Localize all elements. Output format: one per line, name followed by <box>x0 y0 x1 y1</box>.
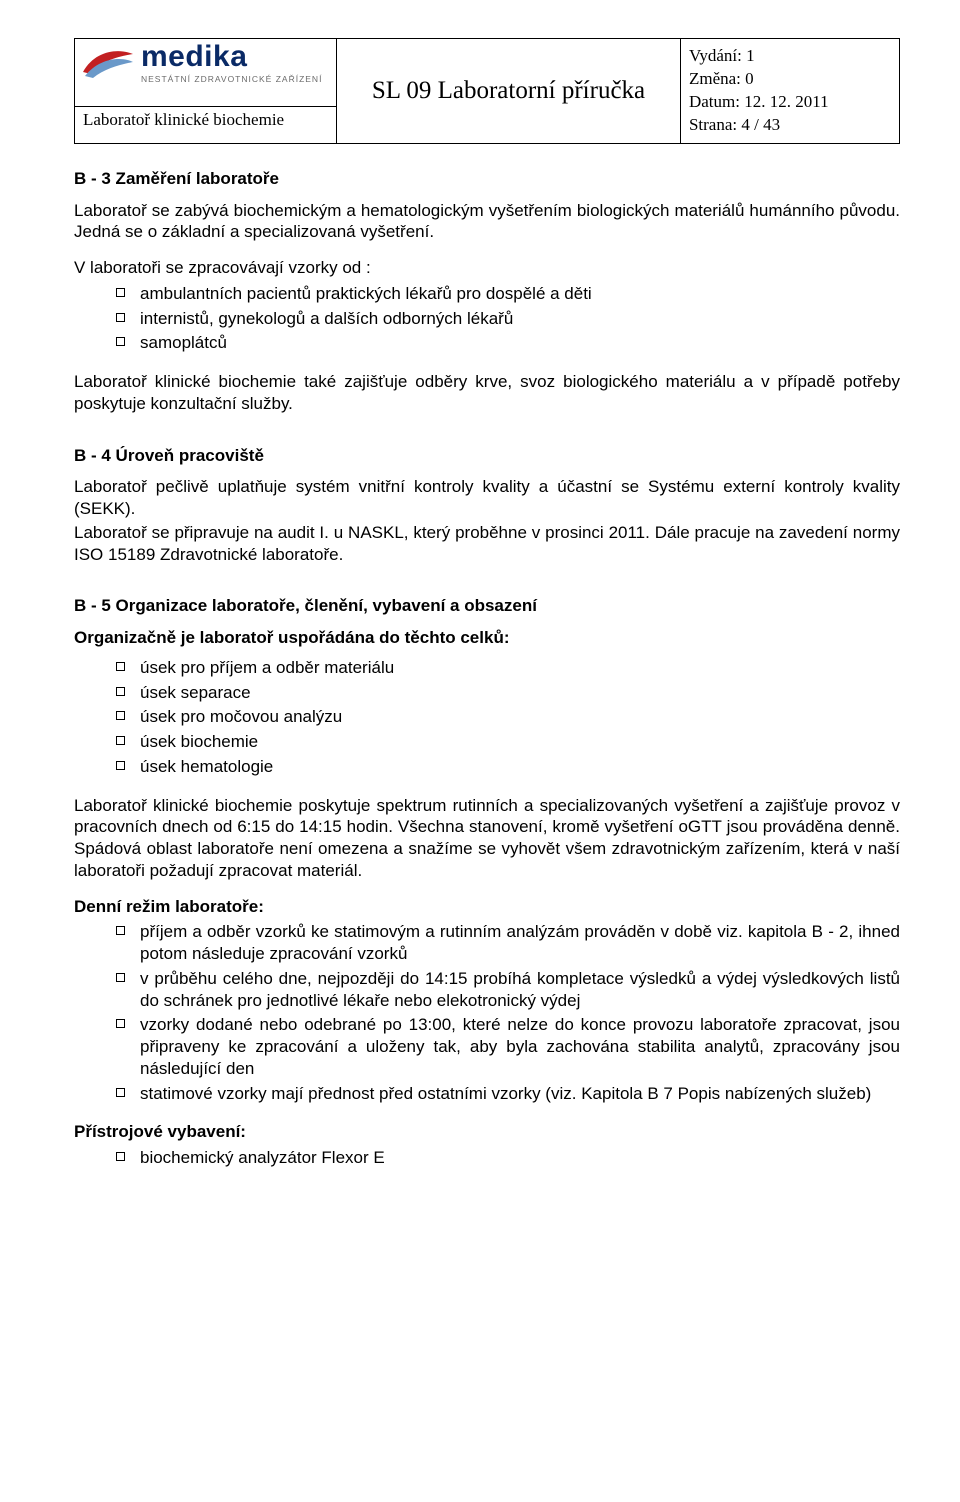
meta-vydani: Vydání: 1 <box>689 45 891 68</box>
meta-value: 0 <box>745 69 754 88</box>
list-item: v průběhu celého dne, nejpozději do 14:1… <box>116 968 900 1015</box>
bullet-list-b5a: úsek pro příjem a odběr materiálu úsek s… <box>74 657 900 781</box>
list-item: příjem a odběr vzorků ke statimovým a ru… <box>116 921 900 968</box>
document-title: SL 09 Laboratorní příručka <box>337 39 681 144</box>
logo-swoosh-icon <box>81 44 135 82</box>
list-item: biochemický analyzátor Flexor E <box>116 1147 900 1172</box>
bullet-list-b5b: příjem a odběr vzorků ke statimovým a ru… <box>74 921 900 1107</box>
subheading: Denní režim laboratoře: <box>74 896 900 918</box>
meta-value: 12. 12. 2011 <box>744 92 828 111</box>
list-item: ambulantních pacientů praktických lékařů… <box>116 283 900 308</box>
meta-datum: Datum: 12. 12. 2011 <box>689 91 891 114</box>
company-logo: medika NESTÁTNÍ ZDRAVOTNICKÉ ZAŘÍZENÍ <box>81 43 330 84</box>
list-item: úsek pro močovou analýzu <box>116 706 900 731</box>
subheading: Organizačně je laboratoř uspořádána do t… <box>74 627 900 649</box>
document-meta-cell: Vydání: 1 Změna: 0 Datum: 12. 12. 2011 S… <box>680 39 899 144</box>
header-logo-cell: medika NESTÁTNÍ ZDRAVOTNICKÉ ZAŘÍZENÍ <box>75 39 337 107</box>
paragraph: Laboratoř pečlivě uplatňuje systém vnitř… <box>74 476 900 520</box>
section-heading-b3: B - 3 Zaměření laboratoře <box>74 168 900 190</box>
list-item: internistů, gynekologů a dalších odborný… <box>116 308 900 333</box>
meta-label: Vydání: <box>689 46 742 65</box>
meta-label: Změna: <box>689 69 741 88</box>
meta-value: 4 / 43 <box>741 115 780 134</box>
logo-subtitle: NESTÁTNÍ ZDRAVOTNICKÉ ZAŘÍZENÍ <box>141 74 322 84</box>
section-heading-b4: B - 4 Úroveň pracoviště <box>74 445 900 467</box>
document-body: B - 3 Zaměření laboratoře Laboratoř se z… <box>74 168 900 1172</box>
document-header-table: medika NESTÁTNÍ ZDRAVOTNICKÉ ZAŘÍZENÍ SL… <box>74 38 900 144</box>
list-item: úsek hematologie <box>116 756 900 781</box>
paragraph: Laboratoř se zabývá biochemickým a hemat… <box>74 200 900 244</box>
meta-value: 1 <box>746 46 755 65</box>
meta-strana: Strana: 4 / 43 <box>689 114 891 137</box>
header-sub: Laboratoř klinické biochemie <box>75 106 337 143</box>
paragraph: Laboratoř klinické biochemie také zajišť… <box>74 371 900 415</box>
paragraph: Laboratoř klinické biochemie poskytuje s… <box>74 795 900 882</box>
list-item: úsek pro příjem a odběr materiálu <box>116 657 900 682</box>
meta-zmena: Změna: 0 <box>689 68 891 91</box>
paragraph: Laboratoř se připravuje na audit I. u NA… <box>74 522 900 566</box>
list-item: samoplátců <box>116 332 900 357</box>
logo-wordmark: medika <box>141 43 322 72</box>
bullet-list-b3: ambulantních pacientů praktických lékařů… <box>74 283 900 357</box>
list-item: vzorky dodané nebo odebrané po 13:00, kt… <box>116 1014 900 1082</box>
bullet-list-b5c: biochemický analyzátor Flexor E <box>74 1147 900 1172</box>
meta-label: Strana: <box>689 115 737 134</box>
list-item: úsek separace <box>116 682 900 707</box>
paragraph: V laboratoři se zpracovávají vzorky od : <box>74 257 900 279</box>
document-page: medika NESTÁTNÍ ZDRAVOTNICKÉ ZAŘÍZENÍ SL… <box>0 0 960 1212</box>
list-item: statimové vzorky mají přednost před osta… <box>116 1083 900 1108</box>
list-item: úsek biochemie <box>116 731 900 756</box>
subheading: Přístrojové vybavení: <box>74 1121 900 1143</box>
meta-label: Datum: <box>689 92 740 111</box>
section-heading-b5: B - 5 Organizace laboratoře, členění, vy… <box>74 595 900 617</box>
